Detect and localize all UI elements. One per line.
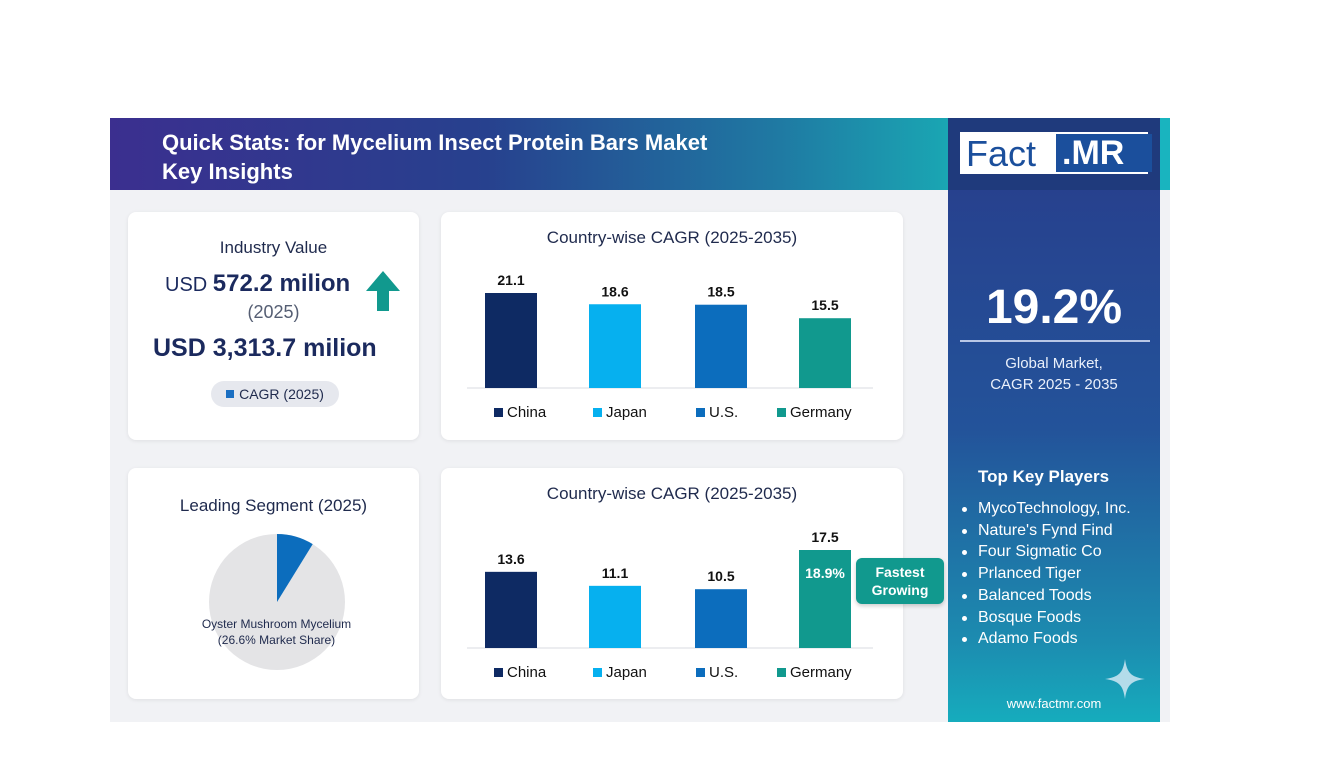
bar-chart-1: 21.1 China 18.6 Japan 18.5 U.S. 15.5 Germany [467, 272, 873, 421]
industry-value-card: Industry Value USD 572.2 milion (2025) U… [128, 212, 419, 440]
global-cagr-caption: Global Market, CAGR 2025 - 2035 [948, 353, 1160, 395]
bar-china [485, 293, 537, 388]
data-label: 11.1 [602, 565, 629, 581]
data-label: 18.5 [707, 284, 734, 300]
logo-accent-bar [1160, 118, 1170, 190]
chart-title: Country-wise CAGR (2025-2035) [546, 228, 798, 247]
data-label: 13.6 [497, 551, 524, 567]
legend-swatch [494, 668, 503, 677]
pie-label: Oyster Mushroom Mycelium (26.6% Market S… [128, 616, 425, 648]
key-player-item: Adamo Foods [960, 628, 1131, 650]
leading-segment-title: Leading Segment (2025) [179, 496, 368, 515]
header-banner: Quick Stats: for Mycelium Insect Protein… [110, 118, 948, 190]
data-label: 18.6 [601, 283, 628, 299]
leading-segment-card: Leading Segment (2025) Oyster Mushroom M… [128, 468, 419, 699]
fastest-growing-badge: Fastest Growing [856, 558, 944, 604]
data-label: 10.5 [707, 568, 734, 584]
infographic: Quick Stats: for Mycelium Insect Protein… [110, 118, 1170, 722]
industry-value-year: (2025) [247, 302, 300, 322]
logo-mr-text: .MR [1062, 134, 1125, 172]
bar-japan [589, 585, 641, 648]
legend-label: Japan [606, 664, 647, 681]
legend-label: Japan [606, 404, 647, 421]
divider [960, 340, 1150, 342]
key-player-item: MycoTechnology, Inc. [960, 498, 1131, 520]
badge-line-2: Growing [871, 582, 929, 598]
pie-label-line-1: Oyster Mushroom Mycelium [201, 617, 352, 631]
chart-title: Country-wise CAGR (2025-2035) [546, 484, 798, 503]
badge-line-1: Fastest [875, 564, 925, 580]
legend-label: U.S. [709, 664, 738, 681]
bar-germany [799, 318, 851, 388]
bar-us [695, 589, 747, 648]
legend-swatch [593, 668, 602, 677]
legend-swatch [696, 408, 705, 417]
cagr-pill: CAGR (2025) [211, 381, 339, 407]
key-players-title: Top Key Players [978, 467, 1110, 486]
bar-chart-2: 13.6 China 11.1 Japan 10.5 U.S. 17.5 Germany 18.… [467, 529, 873, 681]
title-line-2: Key Insights [162, 159, 293, 184]
legend-swatch [593, 408, 602, 417]
data-label: 15.5 [811, 297, 838, 313]
legend-swatch [494, 408, 503, 417]
sparkle-icon [1105, 659, 1145, 699]
logo-area: Fact .MR [948, 118, 1160, 190]
country-cagr-chart-2: Country-wise CAGR (2025-2035) 13.6 China 1… [441, 468, 944, 699]
website-link[interactable]: www.factmr.com [1006, 696, 1102, 711]
legend-label: Germany [790, 404, 852, 421]
legend-swatch [777, 408, 786, 417]
value-main: 572.2 milion [212, 270, 351, 297]
logo-fact-text: Fact [966, 133, 1037, 174]
pie-chart [209, 534, 345, 670]
legend-label: China [507, 664, 547, 681]
legend-label: Germany [790, 664, 852, 681]
data-label: 21.1 [497, 272, 524, 288]
legend-swatch [696, 668, 705, 677]
cagr-pill-label: CAGR (2025) [239, 386, 324, 402]
caption-line-1: Global Market, [1005, 355, 1103, 372]
key-player-item: Bosque Foods [960, 607, 1131, 629]
factmr-logo: Fact .MR [958, 130, 1152, 176]
key-player-item: Balanced Toods [960, 585, 1131, 607]
industry-value-title: Industry Value [219, 238, 328, 257]
bar-japan [589, 304, 641, 388]
legend-label: U.S. [709, 404, 738, 421]
bar-china [485, 571, 537, 648]
country-cagr-chart-1: Country-wise CAGR (2025-2035) 21.1 China 1… [441, 212, 903, 440]
industry-value-2025: USD 572.2 milion [165, 270, 350, 298]
key-player-item: Nature's Fynd Find [960, 520, 1131, 542]
global-cagr-value: 19.2% [985, 281, 1123, 334]
key-player-item: Prlanced Tiger [960, 563, 1131, 585]
title-line-1: Quick Stats: for Mycelium Insect Protein… [162, 130, 708, 155]
inner-label: 18.9% [805, 565, 845, 581]
value-prefix: USD [165, 274, 208, 296]
industry-value-2035: USD 3,313.7 milion [153, 334, 377, 362]
bar-germany [799, 550, 851, 648]
caption-line-2: CAGR 2025 - 2035 [990, 376, 1118, 393]
data-label: 17.5 [811, 529, 838, 545]
arrow-up-icon [366, 271, 400, 311]
sidebar-accent [1160, 190, 1170, 722]
legend-swatch [777, 668, 786, 677]
legend-label: China [507, 404, 547, 421]
square-icon [226, 390, 235, 398]
key-players-list: MycoTechnology, Inc. Nature's Fynd Find … [960, 498, 1131, 650]
bar-us [695, 304, 747, 388]
key-player-item: Four Sigmatic Co [960, 541, 1131, 563]
pie-slice-oyster [277, 534, 313, 602]
page-title: Quick Stats: for Mycelium Insect Protein… [162, 128, 707, 186]
pie-label-line-2: (26.6% Market Share) [217, 633, 336, 647]
sidebar: 19.2% Global Market, CAGR 2025 - 2035 To… [948, 190, 1160, 722]
